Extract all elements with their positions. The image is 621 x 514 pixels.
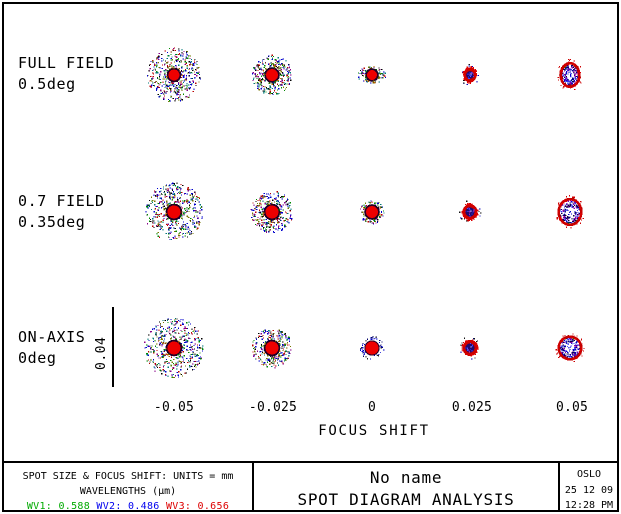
title-box: No name SPOT DIAGRAM ANALYSIS	[254, 463, 558, 514]
tick-0: 0	[367, 400, 377, 415]
field-angle: 0.35deg	[18, 213, 86, 231]
wavelength-2: WV2: 0.486	[96, 501, 160, 512]
field-name: FULL FIELD	[18, 54, 115, 72]
footer-divider-1	[252, 461, 254, 512]
x-axis-title: FOCUS SHIFT	[318, 423, 430, 439]
lens-name: No name	[369, 468, 443, 487]
field-label-full-field: FULL FIELD 0.5deg	[18, 53, 114, 95]
footer-top-line	[2, 461, 619, 463]
wavelengths-line: WV1: 0.588 WV2: 0.486 WV3: 0.656	[4, 499, 252, 514]
wavelength-3: WV3: 0.656	[165, 501, 230, 512]
scale-bar-value: 0.04	[94, 336, 109, 370]
field-angle: 0deg	[18, 349, 57, 367]
field-label-on-axis: ON-AXIS 0deg	[18, 327, 85, 369]
info-box: SPOT SIZE & FOCUS SHIFT: UNITS = mm WAVE…	[4, 463, 252, 514]
time-stamp: 12:28 PM	[564, 500, 614, 511]
field-angle: 0.5deg	[18, 75, 76, 93]
app-box: OSLO 25 12 09 12:28 PM	[560, 463, 618, 514]
tick-0.025: 0.025	[451, 400, 493, 415]
footer-divider-2	[558, 461, 560, 512]
scale-bar-line	[112, 307, 114, 387]
wavelength-1: WV1: 0.588	[26, 501, 91, 512]
app-name: OSLO	[576, 469, 602, 480]
units-line: SPOT SIZE & FOCUS SHIFT: UNITS = mm	[22, 471, 234, 482]
field-label-07-field: 0.7 FIELD 0.35deg	[18, 191, 105, 233]
wavelengths-title: WAVELENGTHS (µm)	[79, 486, 177, 497]
tick-minus-0.025: -0.025	[248, 400, 298, 415]
field-name: 0.7 FIELD	[18, 192, 105, 210]
analysis-title: SPOT DIAGRAM ANALYSIS	[297, 490, 515, 509]
tick-minus-0.05: -0.05	[153, 400, 195, 415]
date-stamp: 25 12 09	[564, 484, 614, 496]
field-name: ON-AXIS	[18, 328, 86, 346]
tick-0.05: 0.05	[555, 400, 589, 415]
